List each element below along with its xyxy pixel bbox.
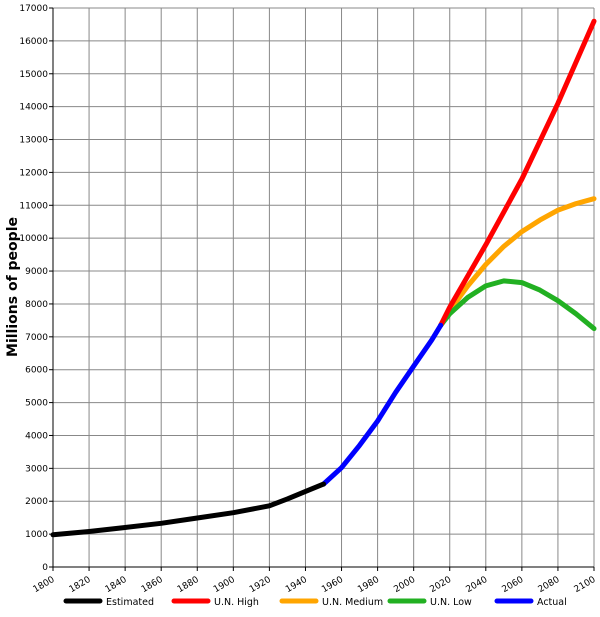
x-tick-label: 1960 (320, 575, 345, 595)
legend-label: U.N. High (214, 597, 259, 608)
x-tick-label: 2100 (573, 575, 598, 595)
y-tick-label: 0 (42, 563, 48, 573)
y-tick-label: 8000 (25, 300, 48, 310)
y-tick-label: 9000 (25, 267, 48, 277)
y-tick-label: 7000 (25, 333, 48, 343)
y-tick-label: 16000 (19, 37, 48, 47)
series-lines (50, 18, 597, 538)
legend-label: Estimated (106, 597, 154, 608)
axes: 1800 1820 1840 1860 1880 1900 1920 1940 1960 1980… (19, 4, 597, 595)
x-tick-label: 1900 (212, 575, 237, 595)
x-tick-label: 2040 (464, 575, 489, 595)
x-tick-label: 2020 (428, 575, 453, 595)
x-tick-label: 1920 (248, 575, 273, 595)
y-tick-label: 6000 (25, 366, 48, 376)
series-line-actual (321, 322, 444, 487)
y-tick-label: 17000 (19, 4, 48, 14)
y-tick-label: 2000 (25, 497, 48, 507)
x-tick-label: 1940 (284, 575, 309, 595)
series-line-u-n-medium (438, 196, 597, 328)
y-tick-label: 10000 (19, 234, 48, 244)
y-tick-label: 12000 (19, 168, 48, 178)
y-axis-label: Millions of people (5, 217, 21, 357)
y-tick-label: 4000 (25, 431, 48, 441)
series-line-u-n-high (438, 18, 597, 328)
legend-label: Actual (537, 597, 567, 608)
legend: Estimated U.N. High U.N. Medium U.N. Low Act… (63, 597, 567, 608)
x-tick-label: 2060 (501, 575, 526, 595)
x-tick-label: 1840 (104, 575, 129, 595)
x-tick-label: 1800 (32, 575, 57, 595)
legend-label: U.N. Medium (322, 597, 383, 608)
x-tick-label: 1820 (68, 575, 93, 595)
legend-label: U.N. Low (430, 597, 472, 608)
x-tick-label: 1860 (140, 575, 165, 595)
series-line-u-n-low (438, 278, 597, 332)
x-tick-label: 2080 (537, 575, 562, 595)
x-tick-label: 2000 (392, 575, 417, 595)
y-tick-label: 5000 (25, 399, 48, 409)
y-tick-label: 14000 (19, 103, 48, 113)
y-tick-label: 11000 (19, 201, 48, 211)
y-tick-label: 3000 (25, 464, 48, 474)
x-tick-label: 1980 (356, 575, 381, 595)
y-tick-label: 15000 (19, 70, 48, 80)
y-tick-label: 1000 (25, 530, 48, 540)
series-line-estimated (50, 481, 326, 538)
x-tick-label: 1880 (176, 575, 201, 595)
y-tick-label: 13000 (19, 136, 48, 146)
